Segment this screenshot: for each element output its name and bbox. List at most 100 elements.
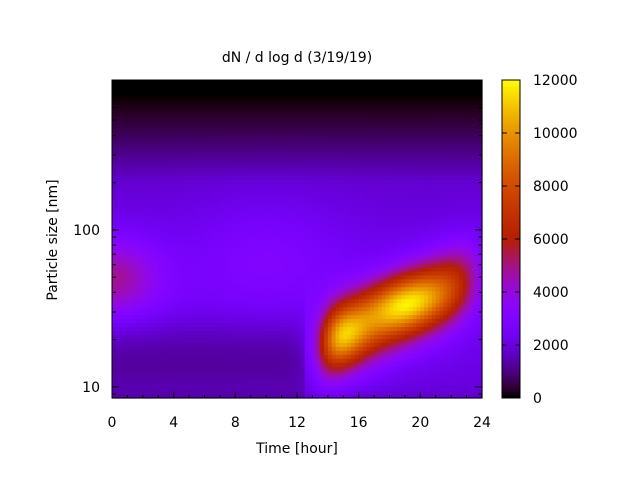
heatmap-cell <box>142 223 148 228</box>
heatmap-cell <box>135 254 140 260</box>
heatmap-cell <box>169 390 175 395</box>
heatmap-cell <box>169 80 175 85</box>
heatmap-cell <box>189 394 194 399</box>
heatmap-cell <box>115 119 121 125</box>
heatmap-cell <box>181 314 186 320</box>
heatmap-cell <box>223 99 229 105</box>
heatmap-cell <box>343 254 348 260</box>
heatmap-cell <box>208 203 213 208</box>
heatmap-cell <box>266 322 271 328</box>
heatmap-cell <box>312 227 317 232</box>
heatmap-cell <box>343 366 348 371</box>
heatmap-cell <box>316 80 321 85</box>
heatmap-cell <box>239 199 244 204</box>
heatmap-cell <box>165 262 171 268</box>
heatmap-cell <box>350 298 356 304</box>
heatmap-cell <box>169 250 175 256</box>
heatmap-cell <box>243 250 248 256</box>
heatmap-cell <box>115 334 121 339</box>
heatmap-cell <box>189 199 194 204</box>
heatmap-cell <box>165 326 171 332</box>
heatmap-cell <box>266 87 271 93</box>
heatmap-cell <box>158 211 163 216</box>
heatmap-cell <box>127 211 132 216</box>
heatmap-cell <box>262 290 267 296</box>
heatmap-cell <box>312 322 317 328</box>
heatmap-cell <box>219 258 225 264</box>
heatmap-cell <box>231 123 236 129</box>
heatmap-cell <box>277 83 283 89</box>
heatmap-cell <box>146 203 152 208</box>
heatmap-cell <box>127 223 132 228</box>
heatmap-cell <box>277 378 283 383</box>
heatmap-cell <box>227 175 233 180</box>
heatmap-cell <box>219 318 225 324</box>
heatmap-cell <box>246 227 252 232</box>
heatmap-cell <box>323 159 329 165</box>
heatmap-cell <box>250 95 256 101</box>
heatmap-cell <box>304 322 310 328</box>
heatmap-cell <box>285 91 290 97</box>
heatmap-cell <box>192 115 198 121</box>
heatmap-cell <box>320 127 325 133</box>
heatmap-cell <box>335 330 340 335</box>
heatmap-cell <box>150 131 155 137</box>
heatmap-cell <box>327 354 333 359</box>
heatmap-cell <box>112 155 117 161</box>
heatmap-cell <box>123 179 129 184</box>
heatmap-cell <box>281 270 287 276</box>
heatmap-cell <box>243 163 248 169</box>
heatmap-cell <box>227 127 233 133</box>
heatmap-cell <box>115 282 121 288</box>
heatmap-cell <box>239 342 244 347</box>
heatmap-cell <box>173 310 179 316</box>
heatmap-cell <box>185 179 190 184</box>
heatmap-cell <box>323 231 329 236</box>
heatmap-cell <box>185 151 190 157</box>
heatmap-cell <box>196 131 202 137</box>
heatmap-cell <box>281 302 287 308</box>
heatmap-cell <box>123 183 129 188</box>
heatmap-cell <box>119 99 125 105</box>
heatmap-cell <box>138 354 144 359</box>
heatmap-cell <box>254 386 260 391</box>
heatmap-cell <box>285 330 290 335</box>
heatmap-cell <box>135 346 140 351</box>
heatmap-cell <box>339 370 344 375</box>
heatmap-cell <box>277 155 283 161</box>
heatmap-cell <box>312 354 317 359</box>
heatmap-cell <box>216 246 221 252</box>
heatmap-cell <box>181 103 186 109</box>
heatmap-cell <box>273 358 279 363</box>
heatmap-cell <box>304 143 310 149</box>
heatmap-cell <box>308 338 314 343</box>
heatmap-cell <box>212 242 217 248</box>
heatmap-cell <box>262 374 267 379</box>
heatmap-cell <box>250 314 256 320</box>
heatmap-cell <box>142 326 148 332</box>
heatmap-cell <box>335 282 340 288</box>
heatmap-cell <box>119 318 125 324</box>
heatmap-cell <box>150 87 155 93</box>
heatmap-cell <box>227 318 233 324</box>
heatmap-cell <box>289 143 294 149</box>
heatmap-cell <box>254 95 260 101</box>
heatmap-cell <box>200 354 206 359</box>
heatmap-cell <box>196 135 202 141</box>
heatmap-cell <box>127 270 132 276</box>
heatmap-cell <box>297 362 302 367</box>
heatmap-cell <box>347 103 352 109</box>
heatmap-cell <box>138 119 144 125</box>
heatmap-cell <box>266 310 271 316</box>
heatmap-cell <box>323 254 329 260</box>
heatmap-cell <box>285 246 290 252</box>
heatmap-cell <box>343 123 348 129</box>
heatmap-cell <box>289 326 294 332</box>
heatmap-cell <box>200 143 206 149</box>
heatmap-cell <box>138 306 144 312</box>
heatmap-cell <box>127 382 132 387</box>
heatmap-cell <box>177 235 182 240</box>
heatmap-cell <box>304 302 310 308</box>
heatmap-cell <box>266 390 271 395</box>
heatmap-cell <box>339 103 344 109</box>
